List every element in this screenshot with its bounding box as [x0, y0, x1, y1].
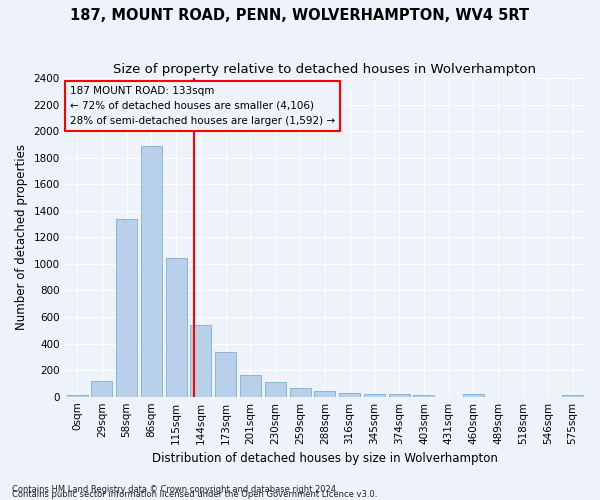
Text: 187 MOUNT ROAD: 133sqm
← 72% of detached houses are smaller (4,106)
28% of semi-: 187 MOUNT ROAD: 133sqm ← 72% of detached… [70, 86, 335, 126]
Bar [413, 395, 434, 396]
Bar [290, 388, 311, 396]
Bar [389, 394, 410, 396]
Y-axis label: Number of detached properties: Number of detached properties [15, 144, 28, 330]
Bar [240, 375, 261, 396]
Bar [463, 394, 484, 396]
Bar [91, 380, 112, 396]
Bar [364, 394, 385, 396]
Bar [67, 394, 88, 396]
Bar [265, 382, 286, 396]
Bar [190, 325, 211, 396]
Bar [141, 146, 162, 397]
Bar [562, 395, 583, 396]
Bar [215, 352, 236, 397]
Text: Contains public sector information licensed under the Open Government Licence v3: Contains public sector information licen… [12, 490, 377, 499]
Bar [116, 219, 137, 396]
Bar [314, 392, 335, 396]
Title: Size of property relative to detached houses in Wolverhampton: Size of property relative to detached ho… [113, 62, 536, 76]
Text: 187, MOUNT ROAD, PENN, WOLVERHAMPTON, WV4 5RT: 187, MOUNT ROAD, PENN, WOLVERHAMPTON, WV… [70, 8, 530, 22]
Bar [339, 393, 360, 396]
Bar [166, 258, 187, 396]
X-axis label: Distribution of detached houses by size in Wolverhampton: Distribution of detached houses by size … [152, 452, 498, 465]
Text: Contains HM Land Registry data © Crown copyright and database right 2024.: Contains HM Land Registry data © Crown c… [12, 484, 338, 494]
